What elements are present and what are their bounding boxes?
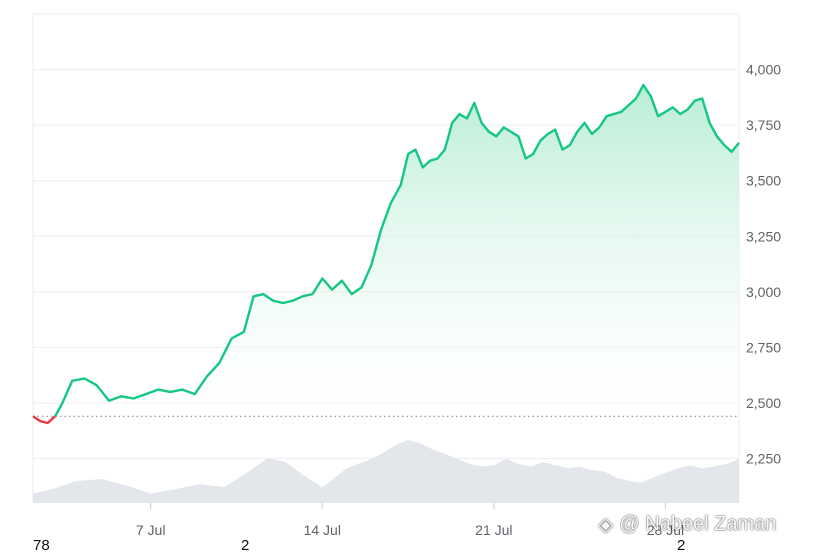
y-tick-label: 3,500 bbox=[746, 173, 781, 189]
x-tick-label: 14 Jul bbox=[304, 522, 341, 538]
watermark-text: @ Nabeel Zaman bbox=[619, 513, 777, 535]
y-tick-label: 3,750 bbox=[746, 117, 781, 133]
volume-area bbox=[33, 440, 739, 503]
y-tick-label: 2,250 bbox=[746, 451, 781, 467]
y-tick-label: 2,750 bbox=[746, 339, 781, 355]
bottom-right-fragment: 2 bbox=[677, 537, 686, 554]
price-line-below-baseline bbox=[32, 415, 56, 425]
y-axis: 2,250 2,500 2,750 3,000 3,250 3,500 3,750 4,000 bbox=[746, 62, 781, 467]
price-line-above-baseline bbox=[54, 83, 740, 417]
y-tick-label: 3,000 bbox=[746, 284, 781, 300]
y-tick-label: 3,250 bbox=[746, 228, 781, 244]
volume-shape bbox=[33, 440, 739, 503]
binance-diamond-icon: ◈ bbox=[598, 514, 614, 536]
x-tick-label: 7 Jul bbox=[136, 522, 166, 538]
bottom-left-fragment: 78 bbox=[33, 537, 50, 554]
y-tick-label: 4,000 bbox=[746, 62, 781, 78]
x-tick-label: 28 Jul bbox=[647, 522, 684, 538]
x-tick-label: 21 Jul bbox=[475, 522, 512, 538]
watermark: ◈ @ Nabeel Zaman bbox=[598, 512, 776, 537]
y-tick-label: 2,500 bbox=[746, 395, 781, 411]
price-area bbox=[33, 85, 739, 423]
x-axis: 7 Jul 14 Jul 21 Jul 28 Jul bbox=[136, 503, 684, 538]
bottom-middle-fragment: 2 bbox=[241, 537, 250, 554]
price-line bbox=[32, 83, 740, 425]
price-area-fill bbox=[33, 85, 739, 423]
